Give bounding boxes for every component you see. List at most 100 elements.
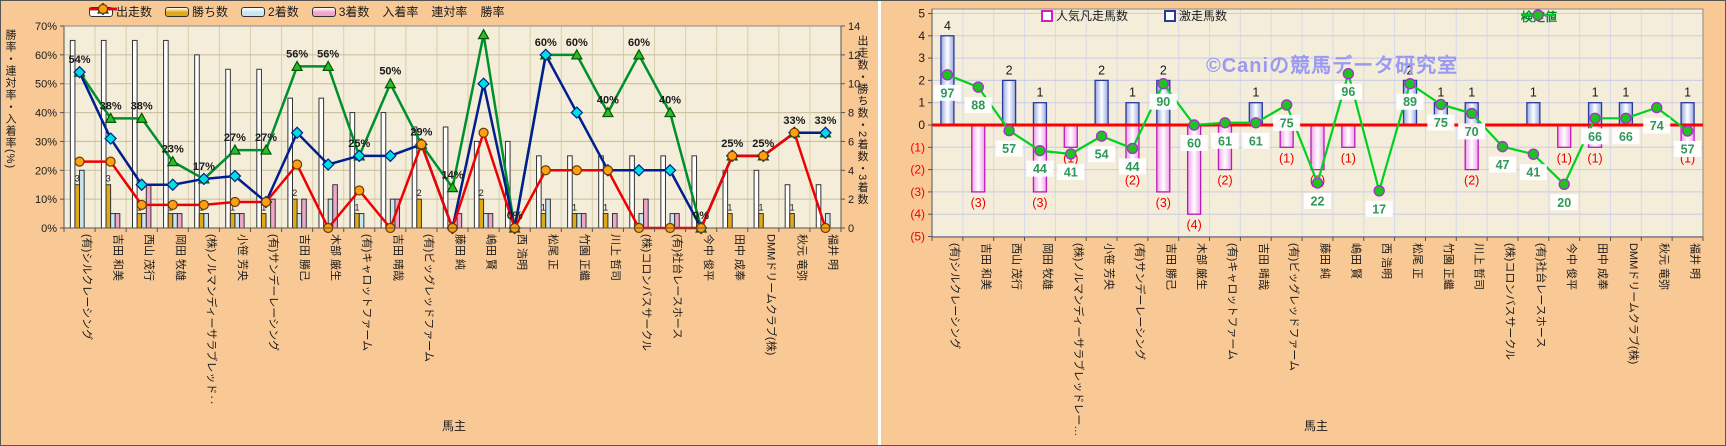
point-label: 38% (100, 100, 122, 112)
x-category-label: 松尾 正 (1411, 243, 1425, 279)
circle-marker (136, 199, 147, 211)
x-category-label: 木部 厳生 (1195, 243, 1209, 290)
triangle-marker (570, 48, 583, 60)
y-tick-label: (3) (910, 185, 925, 199)
bar-人気凡走馬数 (1156, 124, 1171, 193)
bar-3着数 (239, 213, 245, 229)
point-label-box (1519, 164, 1547, 181)
right-chart-svg: 4 2 1 2 1 2 1 2 1 1 1 1 1 1 (3) (3) (1) (2) (3) (4) (2) (1) (2… (910, 7, 1704, 436)
legend-item-勝率: 勝率 (89, 3, 504, 20)
bar-3着数 (145, 184, 152, 229)
bar-3着数 (612, 213, 618, 229)
x-category-label: 岡田 牧雄 (174, 234, 188, 281)
x-category-label: (有)社台レースホース (1534, 243, 1548, 348)
blue-bar-label: 1 (1622, 86, 1629, 100)
y-left-tick-label: 50% (35, 79, 57, 91)
diamond-marker (73, 65, 86, 79)
triangle-marker (601, 106, 614, 118)
diamond-marker (135, 178, 149, 192)
blue-bar-label: 2 (1098, 63, 1105, 77)
bar-3着数 (270, 198, 276, 229)
x-category-label: 田中 成奉 (733, 234, 747, 281)
circle-marker (727, 150, 738, 161)
left-chart-x-title: 馬主 (441, 419, 466, 433)
point-label-box (1057, 163, 1085, 180)
bar-出走数 (411, 126, 418, 229)
bar-激走馬数 (1001, 79, 1017, 126)
x-category-label: 今中 俊平 (702, 234, 716, 281)
triangle-marker (632, 48, 645, 60)
bar-出走数 (380, 112, 387, 229)
x-category-label: (株)コロンバスサークル (640, 234, 654, 351)
diamond-marker (321, 158, 335, 171)
bar-勝ち数 (198, 213, 205, 229)
bar-人気凡走馬数 (1063, 124, 1078, 148)
circle-marker (105, 156, 116, 167)
circle-marker (198, 199, 209, 211)
right-chart-line-legend: 検定値 (1521, 8, 1557, 25)
test-value-label: 66 (1588, 130, 1602, 144)
point-label: 38% (131, 100, 153, 112)
bar-勝ち数 (105, 184, 112, 229)
test-value-label: 57 (1681, 143, 1695, 157)
bar-3着数 (674, 213, 680, 229)
diamond-marker (819, 126, 832, 140)
point-label-box (1489, 156, 1517, 173)
pink-bar-label: (3) (1032, 196, 1047, 210)
bar-value-label: 3 (106, 174, 111, 184)
bar-激走馬数 (1526, 102, 1541, 126)
x-category-label: 西 浩明 (516, 234, 529, 270)
point-label-box (1643, 117, 1671, 134)
test-value-label: 74 (1650, 119, 1664, 133)
bar-激走馬数 (1125, 102, 1140, 126)
y-right-tick-label: 12 (848, 50, 860, 62)
circle-marker (478, 127, 489, 138)
x-category-label: (有)キャロットファーム (360, 234, 374, 351)
blue-bar-label: 1 (1468, 86, 1475, 100)
test-value-label: 75 (1280, 116, 1294, 130)
bar-value-label: 1 (603, 203, 608, 213)
bar-人気凡走馬数 (1557, 124, 1572, 148)
y-right-tick-label: 0 (848, 223, 854, 235)
pink-bar-label: (1) (1279, 151, 1294, 165)
bar-value-label: 1 (261, 203, 266, 213)
bar-3着数 (643, 198, 649, 229)
bar-勝ち数 (260, 213, 267, 229)
pink-bar-label: (3) (971, 196, 986, 210)
y-left-tick-label: 10% (35, 194, 57, 206)
bar-3着数 (176, 213, 183, 229)
bar-3着数 (114, 213, 121, 229)
circle-marker (292, 159, 303, 170)
test-value-label: 44 (1033, 162, 1047, 176)
y-left-tick-label: 30% (35, 136, 57, 148)
point-label-box (1180, 135, 1208, 151)
left-chart-y-left-title: 勝率・連対率・入着率(%) (4, 29, 16, 170)
x-category-label: (株)ノルマンディーサラブレッド‥ (205, 234, 219, 405)
circle-marker (416, 139, 427, 150)
x-category-label: 木部 厳生 (329, 234, 343, 281)
y-left-tick-label: 0% (41, 223, 57, 235)
y-tick-label: 2 (918, 73, 925, 87)
x-category-label: 吉田 晴哉 (1257, 243, 1271, 290)
blue-bar-label: 2 (1006, 63, 1013, 77)
bar-勝ち数 (540, 213, 547, 229)
bar-3着数 (487, 213, 494, 229)
bar-人気凡走馬数 (971, 124, 986, 193)
diamond-marker (663, 163, 677, 177)
test-value-label: 90 (1156, 95, 1170, 109)
point-label-box (1550, 194, 1578, 211)
triangle-marker (477, 28, 490, 40)
test-value-label: 20 (1557, 196, 1571, 210)
bar-人気凡走馬数 (1341, 124, 1356, 148)
dot-marker (1532, 9, 1544, 21)
x-category-label: 藤田 純 (454, 234, 467, 270)
x-category-label: 松尾 正 (547, 234, 561, 270)
y-right-tick-label: 2 (848, 194, 854, 206)
y-tick-label: 4 (918, 29, 925, 43)
bar-value-label: 1 (354, 203, 359, 213)
circle-marker (74, 156, 85, 167)
circle-marker (758, 150, 769, 161)
x-category-label: 岡田 牧雄 (1041, 243, 1055, 290)
blue-bar-label: 1 (1129, 86, 1136, 100)
dot-marker (1095, 130, 1108, 142)
